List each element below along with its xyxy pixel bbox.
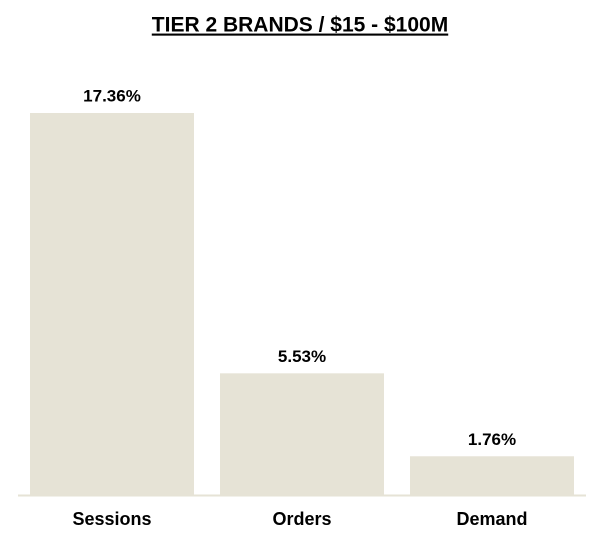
x-tick-label: Orders xyxy=(272,509,331,529)
bar xyxy=(220,373,384,495)
bar xyxy=(30,113,194,495)
x-tick-label: Sessions xyxy=(72,509,151,529)
value-label: 5.53% xyxy=(278,347,326,366)
chart-title: TIER 2 BRANDS / $15 - $100M xyxy=(152,14,448,37)
x-tick-label: Demand xyxy=(456,509,527,529)
bar xyxy=(410,456,574,495)
value-label: 17.36% xyxy=(83,86,141,105)
value-label: 1.76% xyxy=(468,430,516,449)
